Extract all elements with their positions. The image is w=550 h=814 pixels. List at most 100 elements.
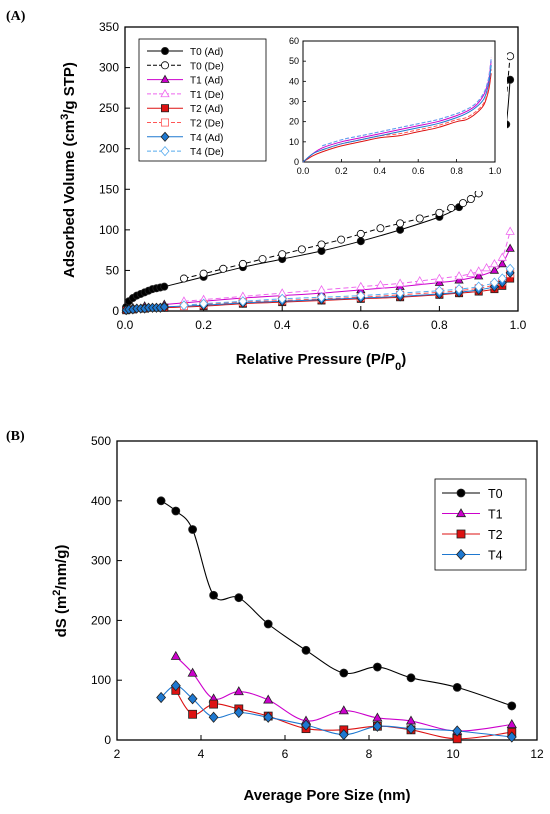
- x-tick-label-b: 2: [114, 747, 121, 761]
- data-point-b: [209, 699, 219, 709]
- series-line-b-T1: [175, 655, 512, 732]
- data-point-b: [339, 668, 349, 678]
- legend-label-a: T4 (Ad): [190, 133, 223, 144]
- data-point-b: [170, 679, 181, 692]
- data-point-a: [199, 298, 209, 309]
- data-point-a: [434, 277, 445, 286]
- panel-label-b: (B): [6, 429, 25, 444]
- data-point-a: [505, 226, 515, 235]
- y-tick-label-b: 0: [104, 733, 111, 747]
- legend-marker-b: [456, 488, 466, 498]
- data-point-a: [454, 275, 464, 284]
- data-point-a: [356, 229, 365, 238]
- data-point-b: [171, 506, 181, 516]
- y-tick-label-a: 250: [99, 101, 119, 115]
- data-point-b: [338, 729, 349, 741]
- data-point-a: [199, 269, 208, 278]
- data-point-b: [507, 701, 517, 711]
- inset-x-tick-label: 0.8: [450, 166, 463, 176]
- data-point-a: [396, 219, 405, 228]
- data-point-b: [263, 694, 274, 704]
- legend-label-a: T0 (Ad): [190, 47, 223, 58]
- inset-y-tick-label: 40: [289, 76, 299, 86]
- x-tick-label-b: 8: [366, 747, 373, 761]
- y-tick-label-b: 500: [91, 434, 111, 448]
- data-point-a: [434, 273, 445, 282]
- legend-label-a: T2 (De): [190, 119, 224, 130]
- data-point-b: [233, 686, 244, 696]
- plot-frame-b: [116, 440, 538, 741]
- inset-x-tick-label: 0.2: [335, 166, 348, 176]
- legend-a: [138, 38, 267, 162]
- x-tick-label-b: 4: [198, 747, 205, 761]
- y-tick-label-a: 200: [99, 142, 119, 156]
- data-point-a: [337, 235, 346, 244]
- legend-label-a: T1 (De): [190, 90, 224, 101]
- y-tick-label-a: 50: [106, 263, 120, 277]
- y-tick-label-a: 0: [112, 304, 119, 318]
- inset-y-tick-label: 60: [289, 36, 299, 46]
- inset-y-tick-label: 30: [289, 97, 299, 107]
- x-tick-label-a: 0.8: [431, 318, 448, 332]
- data-point-b: [263, 711, 274, 723]
- data-point-a: [160, 282, 169, 291]
- legend-label-b: T2: [488, 528, 503, 542]
- legend-marker-a: [160, 145, 170, 157]
- legend-marker-a: [160, 118, 169, 127]
- inset-y-tick-label: 0: [294, 157, 299, 167]
- legend-marker-b: [455, 508, 467, 518]
- legend-marker-b: [456, 548, 466, 561]
- data-point-a: [481, 263, 492, 272]
- data-point-b: [156, 496, 166, 506]
- data-point-a: [489, 277, 499, 288]
- data-point-b: [506, 719, 517, 729]
- data-point-a: [435, 208, 444, 217]
- data-point-a: [258, 255, 267, 264]
- y-tick-label-a: 100: [99, 223, 119, 237]
- x-axis-title-b: Average Pore Size (nm): [244, 787, 411, 804]
- data-point-b: [188, 525, 198, 534]
- data-point-a: [505, 243, 515, 252]
- data-point-b: [187, 667, 198, 677]
- x-tick-label-b: 6: [282, 747, 289, 761]
- data-point-a: [356, 281, 366, 290]
- inset-y-tick-label: 10: [289, 137, 299, 147]
- data-point-b: [233, 706, 244, 719]
- legend-marker-b: [456, 529, 466, 539]
- legend-label-a: T4 (De): [190, 147, 224, 158]
- data-point-a: [466, 268, 476, 277]
- data-point-a: [317, 240, 326, 249]
- legend-marker-a: [160, 47, 169, 56]
- inset-series-line-5: [322, 59, 492, 147]
- legend-label-b: T0: [488, 487, 503, 501]
- inset-x-tick-label: 0.6: [412, 166, 425, 176]
- inset-background: [277, 34, 507, 191]
- data-point-a: [238, 296, 248, 307]
- data-point-a: [489, 265, 500, 274]
- data-point-a: [489, 258, 500, 268]
- data-point-a: [159, 301, 169, 313]
- panel-label-a: (A): [6, 9, 26, 24]
- data-point-b: [208, 711, 219, 723]
- data-point-b: [506, 731, 517, 743]
- x-tick-label-a: 0.4: [274, 318, 291, 332]
- data-point-a: [497, 252, 507, 261]
- data-point-a: [497, 258, 507, 268]
- isotherm-chart: 0.0 0.2 0.4 0.6 0.8 1.0050100150200250300350 …: [59, 20, 527, 373]
- data-point-a: [466, 195, 475, 204]
- data-point-a: [415, 276, 425, 285]
- x-tick-label-b: 10: [446, 747, 460, 761]
- data-point-a: [238, 259, 247, 268]
- data-point-a: [505, 263, 515, 274]
- x-tick-label-a: 0.2: [195, 318, 212, 332]
- legend-label-b: T1: [488, 508, 503, 522]
- data-point-a: [278, 250, 287, 259]
- y-tick-label-a: 350: [99, 20, 119, 34]
- data-point-a: [375, 280, 386, 289]
- data-point-b: [452, 682, 462, 692]
- inset-series-line-2: [302, 73, 492, 163]
- data-point-a: [474, 271, 484, 280]
- legend-marker-a: [160, 104, 169, 113]
- data-point-a: [179, 274, 188, 283]
